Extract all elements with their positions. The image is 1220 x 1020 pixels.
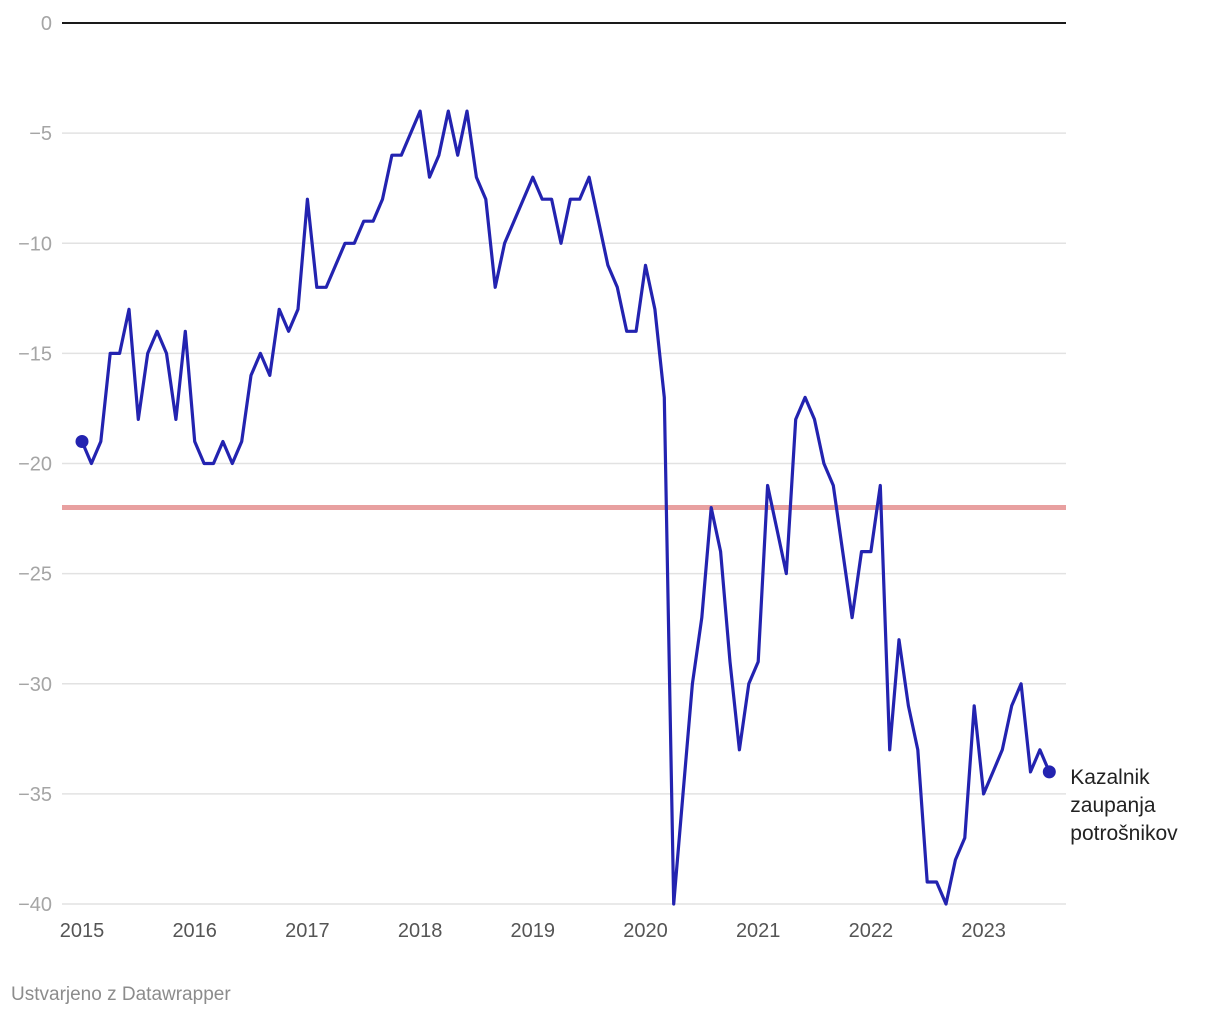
series-label-line: zaupanja [1070, 794, 1156, 817]
y-tick-label: −20 [18, 454, 52, 476]
y-tick-label: −30 [18, 674, 52, 696]
y-tick-label: −5 [29, 123, 52, 145]
x-tick-label: 2018 [398, 920, 443, 942]
y-tick-label: −15 [18, 343, 52, 365]
x-tick-label: 2017 [285, 920, 330, 942]
series-label: Kazalnik zaupanja potrošnikov [1070, 766, 1178, 845]
x-tick-label: 2015 [60, 920, 105, 942]
y-tick-label: −40 [18, 894, 52, 916]
x-axis-labels: 2015 2016 2017 2018 2019 2020 2021 2022 2023 [60, 920, 1006, 942]
gridlines [62, 22, 1066, 905]
x-tick-label: 2019 [511, 920, 556, 942]
x-tick-label: 2016 [172, 920, 217, 942]
x-tick-label: 2020 [623, 920, 668, 942]
x-tick-label: 2022 [849, 920, 894, 942]
y-tick-label: −10 [18, 233, 52, 255]
credit-text: Ustvarjeno z Datawrapper [11, 984, 231, 1005]
y-tick-label: 0 [41, 13, 52, 35]
series-label-line: Kazalnik [1070, 766, 1150, 789]
series-end-point [1042, 765, 1056, 779]
series-group: Kazalnik zaupanja potrošnikov [75, 109, 1178, 906]
series-line [80, 109, 1051, 906]
x-tick-label: 2023 [961, 920, 1006, 942]
series-start-point [75, 434, 89, 448]
y-axis-labels: 0 −5 −10 −15 −20 −25 −30 −35 −40 [18, 13, 52, 916]
y-tick-label: −25 [18, 564, 52, 586]
x-tick-label: 2021 [736, 920, 781, 942]
series-label-line: potrošnikov [1070, 822, 1178, 845]
y-tick-label: −35 [18, 784, 52, 806]
